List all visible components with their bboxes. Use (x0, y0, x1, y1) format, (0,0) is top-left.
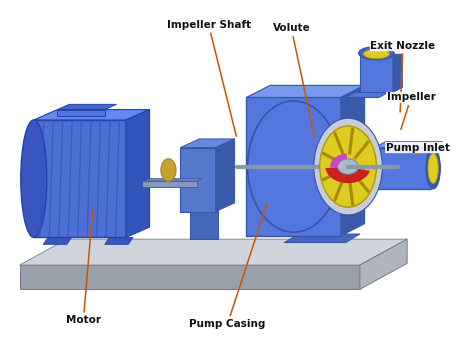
Ellipse shape (247, 101, 340, 232)
Polygon shape (374, 142, 443, 147)
Polygon shape (105, 237, 133, 244)
Ellipse shape (428, 153, 438, 184)
Polygon shape (190, 210, 218, 239)
Polygon shape (341, 85, 365, 236)
Text: Pump Inlet: Pump Inlet (386, 143, 450, 154)
Text: Exit Nozzle: Exit Nozzle (370, 41, 436, 112)
Ellipse shape (21, 120, 47, 237)
Ellipse shape (161, 159, 176, 181)
Polygon shape (346, 92, 388, 98)
Polygon shape (360, 87, 402, 92)
Polygon shape (284, 234, 360, 243)
Ellipse shape (314, 118, 383, 215)
Polygon shape (143, 181, 197, 187)
Ellipse shape (364, 49, 390, 59)
Polygon shape (246, 98, 341, 236)
Polygon shape (180, 147, 216, 212)
Polygon shape (34, 120, 126, 237)
Polygon shape (19, 239, 407, 265)
Polygon shape (180, 139, 235, 147)
Ellipse shape (426, 148, 440, 189)
Text: Impeller: Impeller (387, 92, 436, 129)
Wedge shape (326, 167, 370, 183)
Ellipse shape (359, 46, 394, 60)
Polygon shape (360, 239, 407, 289)
Text: Motor: Motor (66, 211, 101, 325)
Polygon shape (143, 179, 201, 181)
Text: Volute: Volute (273, 23, 314, 136)
Wedge shape (330, 153, 348, 168)
Polygon shape (19, 265, 360, 289)
Text: Pump Casing: Pump Casing (189, 204, 267, 329)
Polygon shape (216, 139, 235, 212)
Text: Impeller Shaft: Impeller Shaft (166, 20, 251, 136)
Polygon shape (360, 54, 393, 92)
Polygon shape (57, 104, 117, 110)
Circle shape (337, 159, 358, 174)
Polygon shape (393, 54, 402, 92)
Polygon shape (374, 147, 431, 189)
Polygon shape (126, 110, 150, 237)
Polygon shape (246, 85, 365, 98)
Polygon shape (57, 110, 105, 117)
Polygon shape (34, 110, 150, 120)
Ellipse shape (319, 126, 376, 207)
Polygon shape (43, 237, 72, 244)
